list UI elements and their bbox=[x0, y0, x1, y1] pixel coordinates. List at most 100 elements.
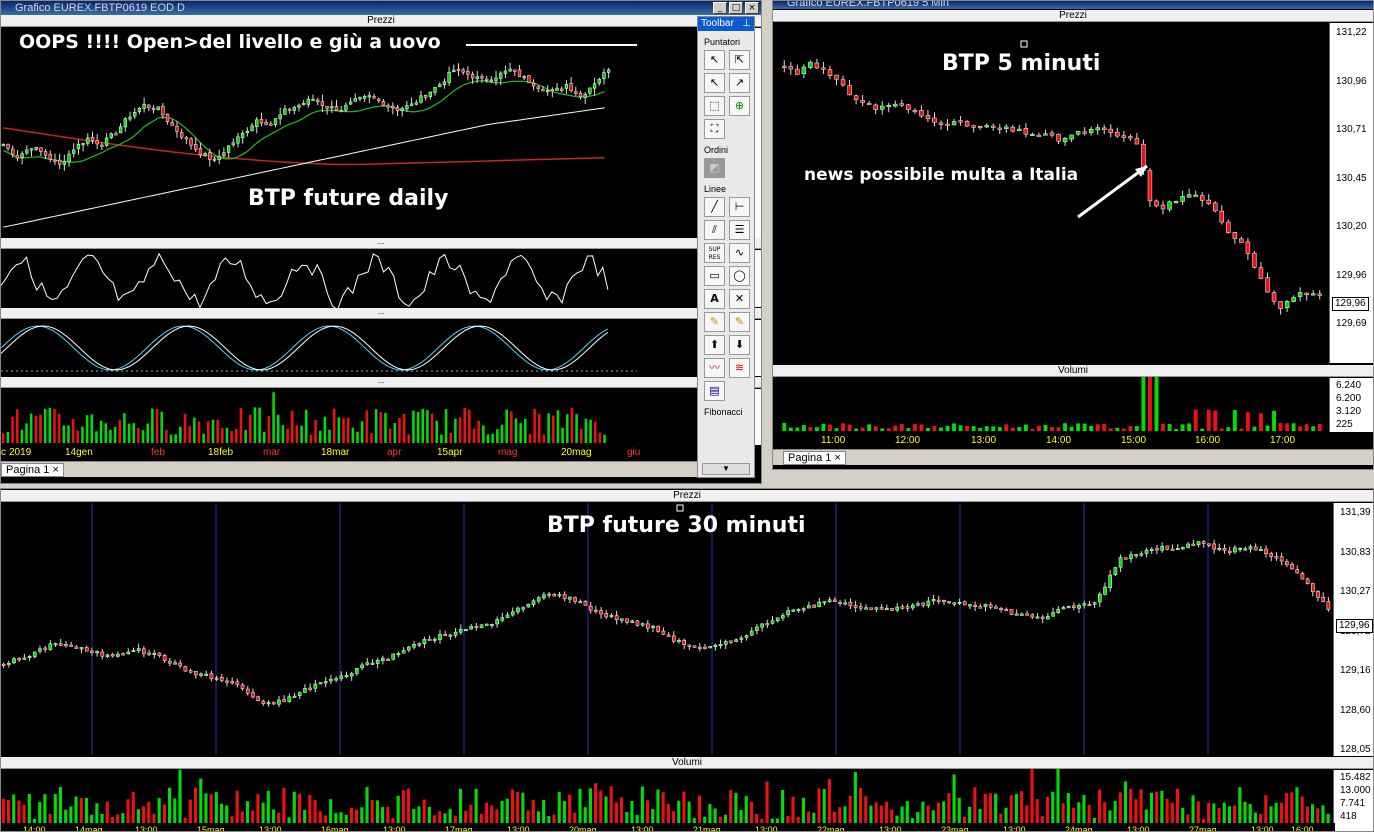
pencil-alt-icon[interactable]: ✎ bbox=[729, 312, 750, 332]
daily-chart-window[interactable]: Grafico EUREX.FBTP0619 EOD D _ □ × Prezz… bbox=[0, 0, 762, 484]
daily-candle bbox=[128, 116, 132, 120]
support-resistance-icon[interactable]: SUP RES bbox=[704, 243, 725, 263]
parallel-lines-icon[interactable]: ☰ bbox=[729, 220, 750, 240]
min30-candle bbox=[1279, 556, 1284, 562]
time-axis-label: 23mag bbox=[941, 825, 969, 832]
close-icon[interactable]: × bbox=[745, 2, 759, 14]
volume-bar bbox=[147, 801, 151, 823]
volume-bar bbox=[542, 434, 546, 443]
close-tab-icon[interactable]: × bbox=[52, 464, 59, 476]
pane-title: Prezzi bbox=[673, 490, 701, 501]
tab-pagina-1[interactable]: Pagina 1 × bbox=[1, 463, 64, 477]
volume-bar bbox=[584, 418, 588, 443]
pointer-cross-icon[interactable]: ↗ bbox=[729, 73, 750, 93]
volume-bar bbox=[999, 813, 1003, 823]
min30-chart-window[interactable]: Prezzi 131,39130,83130,27129,72129,16128… bbox=[0, 488, 1374, 832]
polyline-icon[interactable]: ∿ bbox=[729, 243, 750, 263]
rectangle-icon[interactable]: ▭ bbox=[704, 266, 725, 286]
text-tool-icon[interactable]: A bbox=[704, 289, 725, 309]
min30-candle bbox=[43, 647, 47, 650]
horizontal-line-icon[interactable]: ⊢ bbox=[729, 197, 750, 217]
daily-candle bbox=[81, 143, 85, 146]
min5-window-titlebar[interactable]: Grafico EUREX.FBTP0619 5 Min bbox=[773, 1, 1373, 9]
volume-bar bbox=[770, 818, 774, 823]
volume-bar bbox=[351, 427, 355, 443]
min30-candle bbox=[947, 601, 951, 604]
trendline-icon[interactable]: ╱ bbox=[704, 197, 725, 217]
volume-bar bbox=[916, 812, 920, 823]
volume-bar bbox=[421, 408, 425, 443]
min30-candle bbox=[370, 662, 375, 665]
volume-bar bbox=[614, 802, 618, 823]
close-tab-icon[interactable]: × bbox=[834, 452, 841, 464]
pointer-move-icon[interactable]: ↖ bbox=[704, 73, 725, 93]
min30-candle bbox=[864, 607, 868, 610]
arrow-up-icon[interactable]: ⬆ bbox=[704, 335, 725, 355]
min30-candle bbox=[1025, 613, 1029, 616]
volume-bar bbox=[984, 426, 989, 431]
min30-candle bbox=[1295, 569, 1300, 574]
min5-candle bbox=[1082, 131, 1087, 134]
daily-candle bbox=[564, 84, 569, 89]
channel-icon[interactable]: ⫽ bbox=[704, 220, 725, 240]
min5-price-chart[interactable] bbox=[773, 1, 1329, 461]
volume-bar bbox=[1141, 373, 1146, 431]
volume-bar bbox=[29, 413, 33, 443]
min5-candle bbox=[1095, 127, 1100, 131]
axis-tick-label: 130,27 bbox=[1340, 586, 1371, 597]
volume-bar bbox=[682, 791, 686, 823]
min30-candle bbox=[646, 623, 650, 629]
order-icon[interactable]: ◩ bbox=[704, 158, 725, 178]
daily-candle bbox=[428, 91, 433, 97]
pencil-icon[interactable]: ✎ bbox=[704, 312, 725, 332]
pointer-zoom-select-icon[interactable]: ⬚ bbox=[704, 96, 725, 116]
volume-bar bbox=[194, 787, 198, 823]
volume-bar bbox=[266, 790, 270, 823]
min30-price-chart[interactable] bbox=[1, 489, 1335, 832]
ellipse-icon[interactable]: ◯ bbox=[729, 266, 750, 286]
daily-candle bbox=[278, 114, 282, 120]
volume-bar bbox=[1252, 426, 1257, 431]
volume-bar bbox=[593, 421, 597, 443]
daily-candle bbox=[48, 154, 52, 160]
daily-candle bbox=[531, 82, 536, 87]
zoom-icon[interactable]: ⊕ bbox=[729, 96, 750, 116]
min30-candle bbox=[843, 602, 848, 605]
pane-title: Prezzi bbox=[1059, 10, 1087, 21]
tab-pagina-1[interactable]: Pagina 1 × bbox=[783, 451, 846, 465]
daily-candle bbox=[466, 71, 470, 75]
volume-bar bbox=[71, 419, 75, 443]
delete-drawing-icon[interactable]: ✕ bbox=[729, 289, 750, 309]
volume-bar bbox=[1035, 799, 1039, 823]
pointer-select-icon[interactable]: ⇱ bbox=[729, 50, 750, 70]
volume-bar bbox=[926, 805, 930, 823]
selection-rect-icon[interactable]: ⛶ bbox=[704, 119, 725, 139]
volume-bar bbox=[464, 810, 468, 823]
maximize-icon[interactable]: □ bbox=[729, 2, 743, 14]
volume-bar bbox=[323, 416, 327, 443]
daily-candle bbox=[67, 153, 71, 163]
axis-tick-label: 130,20 bbox=[1336, 221, 1367, 232]
pin-icon[interactable]: ⊥ bbox=[742, 18, 751, 29]
volume-bar bbox=[1108, 810, 1112, 823]
pattern-icon[interactable]: ▤ bbox=[704, 381, 725, 401]
wave-alt-icon[interactable]: ≋ bbox=[729, 358, 750, 378]
minimize-icon[interactable]: _ bbox=[713, 2, 727, 14]
daily-candle bbox=[391, 105, 395, 109]
volume-bar bbox=[952, 774, 956, 823]
min30-candle bbox=[183, 666, 188, 672]
arrow-down-icon[interactable]: ⬇ bbox=[729, 335, 750, 355]
volume-bar bbox=[1020, 791, 1024, 823]
daily-candle bbox=[602, 72, 606, 80]
daily-price-chart[interactable] bbox=[1, 1, 637, 471]
min5-chart-window[interactable]: Grafico EUREX.FBTP0619 5 Min Prezzi 131,… bbox=[772, 0, 1374, 470]
pointer-icon[interactable]: ↖ bbox=[704, 50, 725, 70]
wave-icon[interactable]: 〰 bbox=[704, 358, 725, 378]
min30-candle bbox=[58, 643, 63, 646]
min30-candle bbox=[573, 597, 577, 602]
volume-bar bbox=[11, 417, 14, 443]
min30-candle bbox=[692, 645, 697, 648]
daily-window-titlebar[interactable]: Grafico EUREX.FBTP0619 EOD D bbox=[1, 1, 761, 15]
scroll-down-icon[interactable]: ▼ bbox=[702, 463, 750, 475]
axis-tick-label: 129,69 bbox=[1336, 318, 1367, 329]
